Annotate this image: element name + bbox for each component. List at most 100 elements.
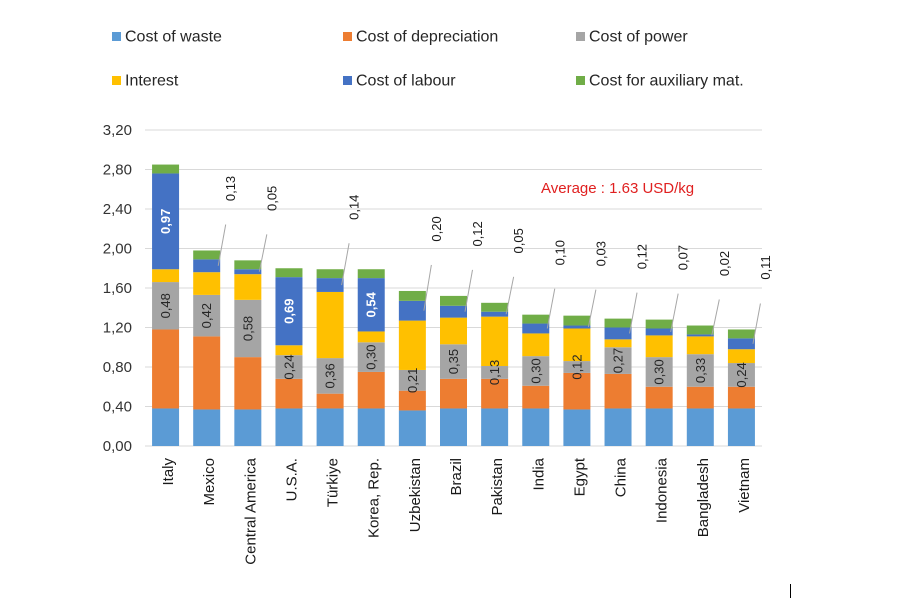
callout-leader — [464, 269, 473, 312]
legend-swatch — [112, 32, 121, 41]
bar-segment — [357, 331, 385, 343]
y-tick-label: 1,20 — [103, 320, 132, 337]
bar-segment — [604, 373, 632, 409]
labour-data-label: 0,97 — [158, 209, 173, 234]
bar-segment — [522, 323, 550, 334]
bar-segment — [398, 300, 426, 321]
bar-segment — [398, 369, 426, 391]
y-tick-label: 2,80 — [103, 162, 132, 179]
labour-callout-label: 0,14 — [347, 195, 362, 220]
legend-label: Cost of power — [589, 29, 688, 46]
legend-label: Cost of waste — [125, 29, 222, 46]
legend-label: Cost of depreciation — [356, 29, 498, 46]
bar-segment — [440, 317, 467, 345]
x-tick-label: Vietnam — [736, 458, 753, 513]
bar-segment — [193, 409, 221, 446]
x-tick-label: Pakistan — [489, 458, 506, 516]
power-data-label: 0,42 — [199, 303, 214, 328]
bar-segment — [645, 335, 673, 358]
bar-segment — [234, 299, 262, 358]
bar-segment — [316, 358, 344, 394]
bar-segment — [440, 295, 467, 306]
bar-segment — [357, 269, 385, 279]
x-tick-label: Mexico — [201, 458, 218, 506]
bar-segment — [193, 250, 221, 260]
callout-leader — [670, 293, 679, 333]
bar-segment — [727, 408, 755, 446]
bar-segment — [686, 408, 714, 446]
x-tick-label: Türkiye — [325, 458, 342, 507]
bar-segment — [522, 385, 550, 409]
bar-segment — [481, 378, 509, 409]
labour-data-label: 0,54 — [364, 291, 379, 317]
callout-leader — [752, 303, 761, 344]
bar-segment — [727, 363, 755, 387]
power-data-label: 0,27 — [611, 348, 626, 373]
callout-leader — [423, 264, 432, 311]
legend-swatch — [576, 32, 585, 41]
x-tick-label: Korea, Rep. — [366, 458, 383, 538]
labour-callout-label: 0,05 — [264, 186, 279, 211]
bar-segment — [727, 329, 755, 339]
bar-segment — [645, 319, 673, 329]
x-tick-label: Uzbekistan — [407, 458, 424, 532]
average-annotation: Average : 1.63 USD/kg — [541, 180, 694, 197]
bar-segment — [604, 327, 632, 340]
bar-segment — [316, 269, 344, 279]
labour-callout-label: 0,12 — [470, 221, 485, 246]
bar-segment — [686, 386, 714, 409]
bar-segment — [193, 259, 221, 273]
bar-segment — [398, 390, 426, 411]
bar-segment — [193, 272, 221, 295]
bar-segment — [563, 325, 591, 329]
power-data-label: 0,13 — [487, 360, 502, 385]
labour-callout-label: 0,13 — [223, 176, 238, 201]
y-tick-label: 2,00 — [103, 241, 132, 258]
callout-leader — [258, 234, 268, 272]
bar-segment — [152, 408, 180, 446]
bar-segment — [357, 408, 385, 446]
bar-segment — [727, 386, 755, 409]
legend-swatch — [343, 76, 352, 85]
bar-segment — [357, 371, 385, 409]
legend-swatch — [576, 76, 585, 85]
bar-segment — [275, 355, 303, 379]
legend-label: Cost for auxiliary mat. — [589, 73, 744, 90]
bar-segment — [234, 274, 262, 300]
bar-segment — [563, 315, 591, 326]
power-data-label: 0,58 — [240, 316, 255, 341]
bar-segment — [481, 302, 509, 312]
x-tick-label: Bangladesh — [695, 458, 712, 537]
bar-segment — [440, 378, 467, 409]
bar-segment — [522, 333, 550, 357]
labour-callout-label: 0,20 — [429, 216, 444, 241]
callout-leader — [217, 224, 227, 266]
bar-segment — [522, 314, 550, 324]
bar-segment — [316, 393, 344, 409]
bar-segment — [234, 357, 262, 410]
legend-swatch — [112, 76, 121, 85]
bar-segment — [275, 268, 303, 278]
bars — [152, 164, 755, 446]
data-labels: 0,48 0,42 0,58 0,24 0,36 0,30 0,21 0,35 0,13 0,30… — [158, 176, 773, 393]
bar-segment — [440, 305, 467, 318]
labour-callout-label: 0,03 — [593, 241, 608, 266]
legend-label: Cost of labour — [356, 73, 456, 90]
y-tick-label: 1,60 — [103, 280, 132, 297]
power-data-label: 0,30 — [652, 359, 667, 384]
bar-segment — [563, 361, 591, 373]
bar-segment — [398, 320, 426, 370]
x-tick-label: India — [530, 457, 547, 490]
bar-segment — [686, 334, 714, 337]
bar-segment — [686, 354, 714, 387]
bar-segment — [234, 269, 262, 275]
bar-segment — [563, 372, 591, 410]
bar-segment — [604, 339, 632, 348]
bar-segment — [193, 294, 221, 337]
legend: Cost of waste Cost of depreciation Cost of… — [112, 29, 744, 90]
y-tick-label: 0,00 — [103, 438, 132, 455]
y-tick-label: 0,40 — [103, 399, 132, 416]
y-tick-label: 0,80 — [103, 359, 132, 376]
bar-segment — [357, 342, 385, 372]
